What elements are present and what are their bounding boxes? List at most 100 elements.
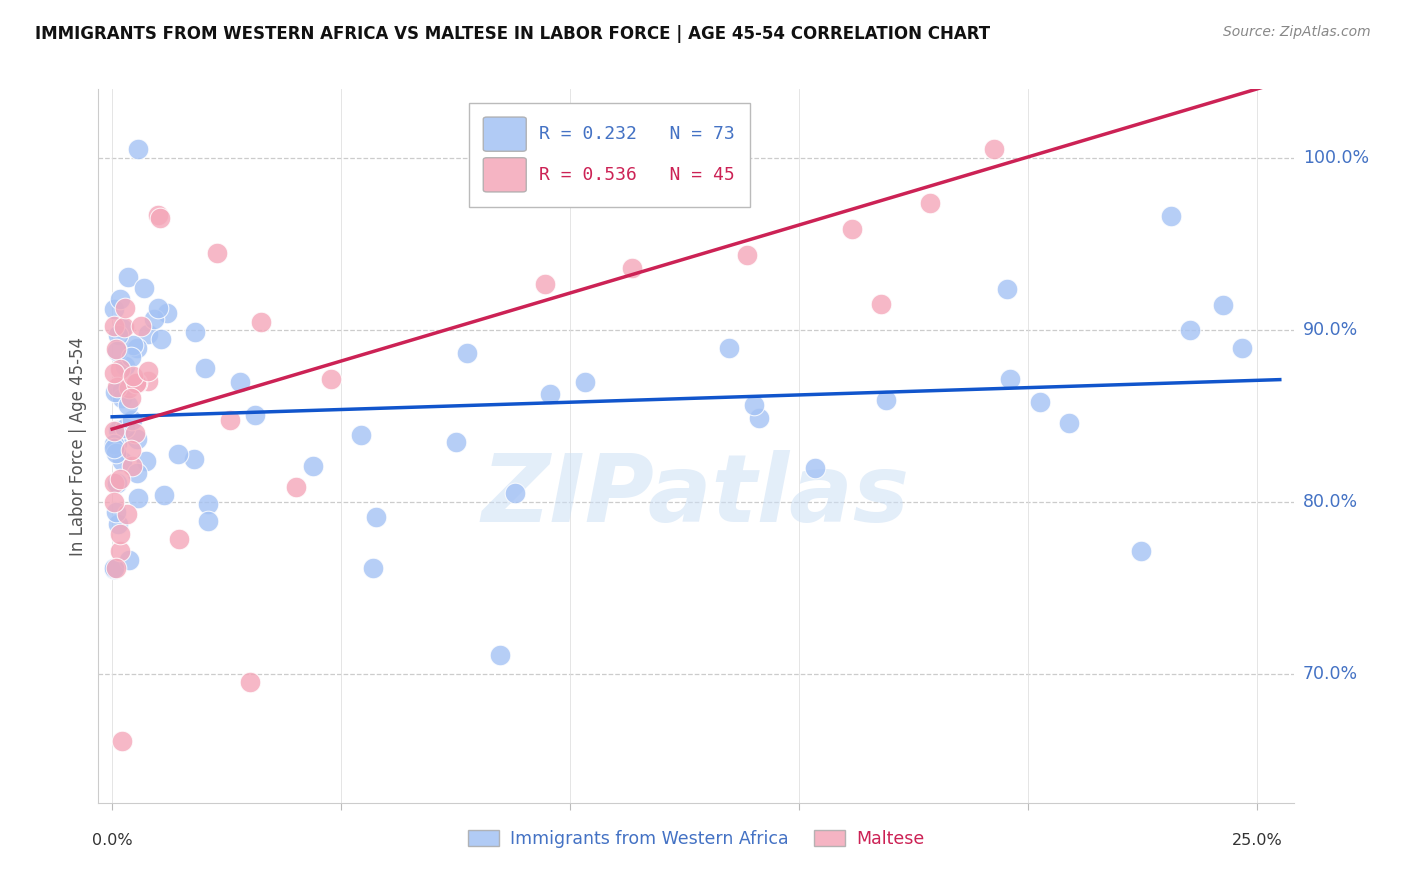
Point: [112, 320, 135, 334]
Point: [103, 561, 125, 575]
Point: [114, 421, 136, 435]
Point: [104, 560, 127, 574]
Point: [995, 282, 1018, 296]
Point: [444, 435, 467, 450]
Point: [110, 383, 132, 397]
Point: [319, 372, 342, 386]
Text: 100.0%: 100.0%: [1303, 149, 1369, 167]
Point: [285, 480, 308, 494]
Point: [143, 312, 166, 326]
Point: [107, 516, 129, 531]
Point: [111, 321, 134, 335]
Point: [125, 376, 148, 390]
Point: [735, 248, 758, 262]
Point: [108, 527, 131, 541]
Point: [574, 375, 596, 389]
Point: [456, 346, 478, 360]
Point: [105, 380, 128, 394]
Point: [920, 196, 942, 211]
Point: [103, 441, 125, 455]
Point: [105, 476, 128, 491]
Point: [114, 359, 136, 373]
Point: [250, 316, 273, 330]
Text: ZIPatlas: ZIPatlas: [482, 450, 910, 542]
Point: [1232, 341, 1254, 355]
Point: [103, 495, 125, 509]
Point: [132, 281, 155, 295]
Point: [127, 432, 149, 446]
Point: [718, 342, 741, 356]
Point: [103, 475, 125, 490]
Text: R = 0.232   N = 73: R = 0.232 N = 73: [540, 125, 735, 143]
Point: [205, 245, 228, 260]
Point: [125, 467, 148, 481]
Point: [150, 332, 173, 346]
Point: [136, 326, 159, 341]
Point: [146, 301, 169, 315]
Point: [363, 561, 385, 575]
Point: [229, 375, 252, 389]
Point: [1130, 543, 1153, 558]
Text: 80.0%: 80.0%: [1303, 493, 1358, 511]
Point: [121, 337, 143, 351]
Point: [110, 292, 132, 306]
Text: R = 0.536   N = 45: R = 0.536 N = 45: [540, 166, 735, 184]
Point: [366, 510, 388, 524]
Point: [104, 446, 127, 460]
Point: [183, 452, 205, 467]
Point: [110, 472, 132, 486]
Point: [136, 364, 159, 378]
Text: 90.0%: 90.0%: [1303, 321, 1358, 339]
Point: [114, 301, 136, 316]
Point: [983, 142, 1005, 156]
Point: [111, 454, 134, 468]
Point: [534, 277, 557, 292]
Point: [641, 142, 664, 156]
Point: [103, 424, 125, 438]
Point: [841, 222, 863, 236]
Point: [105, 343, 128, 358]
Y-axis label: In Labor Force | Age 45-54: In Labor Force | Age 45-54: [69, 336, 87, 556]
Point: [104, 385, 127, 400]
Point: [998, 372, 1021, 386]
Point: [105, 436, 128, 450]
Point: [136, 374, 159, 388]
Point: [120, 350, 142, 364]
Point: [127, 491, 149, 505]
Point: [120, 443, 142, 458]
Legend: Immigrants from Western Africa, Maltese: Immigrants from Western Africa, Maltese: [461, 823, 931, 855]
Point: [121, 458, 143, 473]
Point: [870, 297, 893, 311]
Point: [238, 675, 260, 690]
Point: [117, 508, 139, 522]
Point: [117, 398, 139, 412]
Point: [122, 369, 145, 384]
FancyBboxPatch shape: [484, 117, 526, 152]
Point: [1057, 416, 1080, 430]
Point: [167, 532, 190, 546]
Text: 70.0%: 70.0%: [1303, 665, 1358, 683]
Point: [118, 381, 141, 395]
Point: [184, 325, 207, 339]
Text: Source: ZipAtlas.com: Source: ZipAtlas.com: [1223, 25, 1371, 39]
Point: [107, 387, 129, 401]
Point: [135, 454, 157, 468]
Point: [194, 361, 217, 376]
Point: [103, 436, 125, 450]
Point: [1028, 395, 1050, 409]
Point: [108, 362, 131, 376]
Text: 0.0%: 0.0%: [91, 833, 132, 848]
Point: [621, 261, 644, 276]
Text: IMMIGRANTS FROM WESTERN AFRICA VS MALTESE IN LABOR FORCE | AGE 45-54 CORRELATION: IMMIGRANTS FROM WESTERN AFRICA VS MALTES…: [35, 25, 990, 43]
Point: [1180, 323, 1202, 337]
Point: [489, 648, 512, 662]
Point: [103, 367, 125, 381]
Point: [103, 318, 125, 333]
Point: [103, 301, 125, 316]
Point: [156, 306, 179, 320]
Point: [127, 142, 149, 156]
Point: [108, 544, 131, 558]
Point: [505, 485, 527, 500]
Point: [121, 413, 143, 427]
Point: [117, 270, 139, 285]
